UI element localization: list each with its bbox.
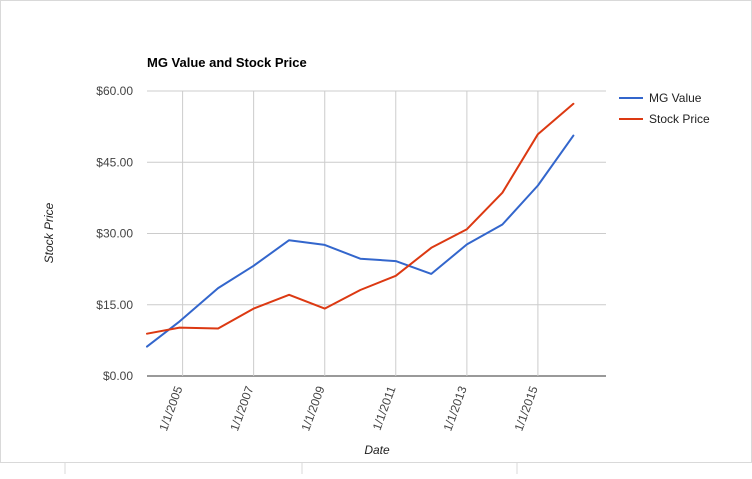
y-axis-tick-labels: $0.00 $15.00 $30.00 $45.00 $60.00 [96,84,133,383]
legend-label: MG Value [649,91,702,105]
y-tick-label: $15.00 [96,298,133,312]
series-line-mg-value [146,134,575,348]
y-axis-title: Stock Price [42,202,56,263]
x-axis-title: Date [364,443,390,457]
y-tick-label: $45.00 [96,155,133,169]
y-tick-label: $0.00 [103,369,133,383]
y-tick-label: $30.00 [96,227,133,241]
chart-title: MG Value and Stock Price [147,55,307,70]
grid [147,90,606,377]
y-tick-label: $60.00 [96,84,133,98]
chart-frame [0,0,752,463]
legend-label: Stock Price [649,112,710,126]
legend: MG Value Stock Price [619,91,710,126]
series-line-stock-price [146,102,575,335]
series-lines [146,102,575,348]
